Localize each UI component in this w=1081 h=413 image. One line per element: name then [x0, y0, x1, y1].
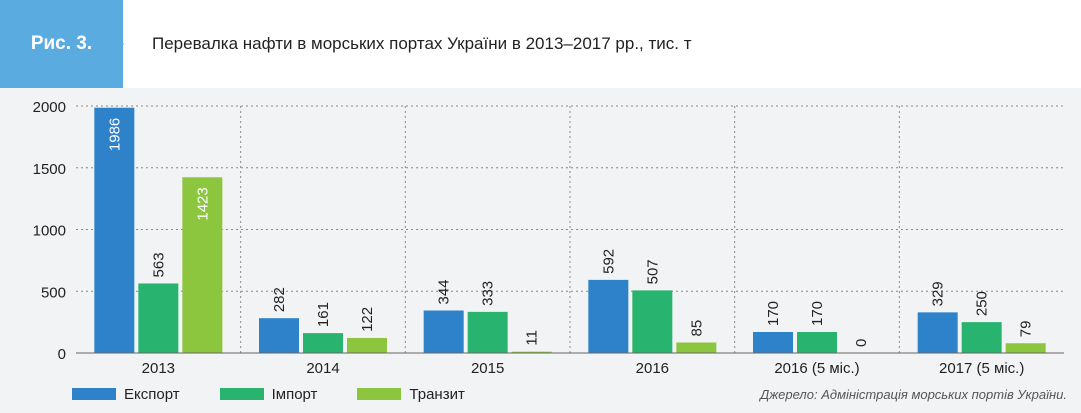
bar-value-label: 344: [436, 279, 453, 304]
chart-title: Перевалка нафти в морських портах Україн…: [152, 34, 692, 53]
legend-label: Експорт: [124, 385, 180, 403]
bar-value-label: 282: [271, 287, 288, 312]
bar-value-label: 563: [150, 252, 167, 277]
x-tick-label: 2016 (5 міс.): [774, 360, 859, 377]
bar-transit: [182, 177, 223, 353]
figure-label: Рис. 3.: [30, 33, 93, 54]
bar-import: [138, 283, 179, 353]
y-tick-label: 1500: [33, 161, 66, 178]
legend-item: Експорт: [72, 386, 180, 403]
legend-item: Імпорт: [219, 385, 318, 403]
bar-value-label: 507: [644, 259, 661, 284]
bar-export: [917, 312, 958, 353]
bar-value-label: 122: [359, 307, 376, 332]
x-tick-label: 2015: [471, 360, 504, 377]
bar-export: [588, 279, 629, 353]
y-tick-label: 0: [58, 346, 66, 363]
y-tick-label: 500: [41, 284, 66, 301]
x-tick-label: 2014: [306, 360, 339, 377]
bar-import: [632, 290, 673, 353]
bar-export: [753, 332, 793, 353]
bar-value-label: 333: [480, 281, 497, 306]
bar-value-label: 1986: [106, 118, 123, 151]
legend-item: Транзит: [357, 385, 465, 403]
bar-import: [303, 333, 343, 353]
bar-transit: [347, 337, 387, 353]
bar-value-label: 170: [809, 301, 826, 326]
bar-transit: [1005, 343, 1046, 353]
bar-value-label: 592: [600, 249, 617, 274]
bar-export: [423, 310, 464, 353]
bar-import: [961, 322, 1002, 353]
legend-label: Імпорт: [271, 385, 318, 403]
bar-transit: [511, 351, 552, 353]
chart-legend: Експорт Імпорт Транзит: [72, 385, 505, 403]
y-tick-label: 2000: [33, 99, 66, 116]
bar-value-label: 0: [853, 339, 870, 347]
x-tick-label: 2016: [636, 360, 669, 377]
bar-import: [797, 332, 837, 353]
bar-transit: [676, 342, 717, 353]
x-tick-label: 2017 (5 міс.): [939, 360, 1024, 377]
bar-import: [467, 311, 508, 353]
bar-value-label: 250: [974, 291, 991, 316]
bar-value-label: 161: [315, 302, 332, 327]
figure-tag-arrow: [116, 36, 124, 52]
legend-swatch: [219, 388, 264, 400]
bar-value-label: 170: [765, 301, 782, 326]
figure-header: Рис. 3. Перевалка нафти в морських порта…: [0, 0, 1081, 88]
bar-value-label: 79: [1018, 321, 1035, 338]
y-tick-label: 1000: [33, 223, 66, 240]
legend-swatch: [72, 388, 116, 400]
bar-export: [94, 107, 135, 353]
legend-label: Транзит: [409, 385, 465, 403]
x-tick-label: 2013: [142, 360, 175, 377]
source-note: Джерело: Адміністрація морських портів У…: [760, 387, 1067, 402]
bar-value-label: 11: [524, 330, 541, 346]
bar-value-label: 329: [930, 281, 947, 306]
figure-tag: [0, 0, 123, 88]
legend-swatch: [357, 388, 402, 400]
bar-export: [259, 318, 299, 353]
bar-value-label: 85: [688, 320, 705, 337]
bar-chart: 0 500 1000 1500 2000 1986 563 1423 2013 282 161 122…: [33, 99, 1064, 377]
bar-value-label: 1423: [194, 187, 211, 220]
